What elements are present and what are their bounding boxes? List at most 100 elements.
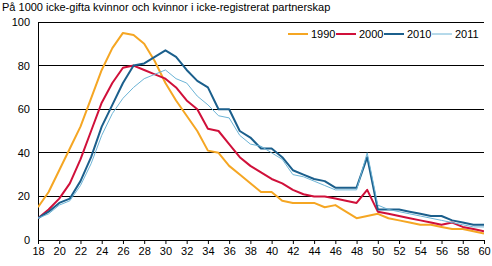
x-tick: 56 — [436, 240, 448, 257]
grid — [38, 22, 484, 240]
series-line — [38, 33, 484, 234]
grid-line — [38, 152, 484, 153]
chart: 18 20 22 24 26 28 30 32 34 36 38 40 42 44 46 48 50 52 54 56… — [0, 0, 492, 266]
legend-label: 2011 — [455, 28, 479, 40]
x-tick-label: 24 — [96, 245, 108, 257]
x-tick-mark — [357, 240, 358, 244]
x-tick-mark — [208, 240, 209, 244]
series-line — [38, 70, 484, 227]
legend-item: 1990 — [288, 28, 335, 40]
legend-item: 2010 — [384, 28, 431, 40]
y-tick: 20 — [18, 190, 38, 202]
x-tick-mark — [229, 240, 230, 244]
x-tick: 42 — [287, 240, 299, 257]
x-tick: 36 — [224, 240, 236, 257]
x-tick-label: 38 — [245, 245, 257, 257]
x-tick-mark — [187, 240, 188, 244]
x-tick: 24 — [96, 240, 108, 257]
legend-swatch — [432, 34, 452, 35]
x-tick-mark — [144, 240, 145, 244]
x-tick-mark — [484, 240, 485, 244]
x-tick-mark — [272, 240, 273, 244]
x-tick-label: 30 — [160, 245, 172, 257]
x-tick-label: 36 — [224, 245, 236, 257]
x-tick-mark — [80, 240, 81, 244]
x-tick-mark — [399, 240, 400, 244]
y-tick-label: 20 — [18, 190, 30, 202]
y-tick: 60 — [18, 103, 38, 115]
legend-item: 2011 — [432, 28, 479, 40]
title: På 1000 icke-gifta kvinnor och kvinnor i… — [2, 1, 330, 13]
x-tick: 40 — [266, 240, 278, 257]
x-tick-label: 48 — [351, 245, 363, 257]
x-tick: 38 — [245, 240, 257, 257]
x-tick-label: 46 — [330, 245, 342, 257]
y-tick-label: 0 — [24, 234, 30, 246]
y-tick: 80 — [18, 60, 38, 72]
legend-swatch — [384, 33, 404, 35]
y-tick: 40 — [18, 147, 38, 159]
x-tick: 32 — [181, 240, 193, 257]
grid-line — [38, 196, 484, 197]
x-tick-label: 22 — [75, 245, 87, 257]
grid-line — [38, 109, 484, 110]
x-tick-mark — [102, 240, 103, 244]
y-tick: 100 — [12, 16, 38, 28]
legend-label: 1990 — [311, 28, 335, 40]
x-tick-mark — [38, 240, 39, 244]
x-tick-label: 60 — [478, 245, 490, 257]
y-tick-label: 100 — [12, 16, 30, 28]
x-tick: 22 — [75, 240, 87, 257]
lines — [38, 33, 484, 234]
x-tick-label: 56 — [436, 245, 448, 257]
x-axis: 18 20 22 24 26 28 30 32 34 36 38 40 42 44 46 48 50 52 54 56… — [32, 240, 490, 257]
x-tick-label: 26 — [117, 245, 129, 257]
x-tick-label: 28 — [139, 245, 151, 257]
x-tick-mark — [335, 240, 336, 244]
x-tick: 18 — [32, 240, 44, 257]
legend: 1990 2000 2010 2011 — [288, 28, 479, 40]
y-tick-label: 60 — [18, 103, 30, 115]
y-tick: 0 — [24, 234, 38, 246]
x-tick: 46 — [330, 240, 342, 257]
x-tick: 60 — [478, 240, 490, 257]
x-tick: 44 — [308, 240, 320, 257]
x-tick: 30 — [160, 240, 172, 257]
x-tick: 54 — [415, 240, 427, 257]
x-tick-label: 18 — [32, 245, 44, 257]
x-axis-line — [39, 241, 485, 245]
x-tick-mark — [293, 240, 294, 244]
legend-label: 2010 — [407, 28, 431, 40]
x-tick-mark — [123, 240, 124, 244]
x-tick-mark — [250, 240, 251, 244]
legend-label: 2000 — [359, 28, 383, 40]
x-tick-mark — [442, 240, 443, 244]
x-tick: 50 — [372, 240, 384, 257]
x-tick-mark — [165, 240, 166, 244]
grid-line — [38, 22, 484, 23]
x-tick-mark — [314, 240, 315, 244]
x-tick-label: 58 — [457, 245, 469, 257]
series-line — [38, 50, 484, 224]
x-tick-label: 34 — [202, 245, 214, 257]
x-tick: 48 — [351, 240, 363, 257]
x-tick: 52 — [393, 240, 405, 257]
x-tick-label: 54 — [415, 245, 427, 257]
x-tick-label: 52 — [393, 245, 405, 257]
x-tick-label: 50 — [372, 245, 384, 257]
legend-swatch — [336, 33, 356, 35]
y-axis: 0 20 40 60 80 100 — [12, 16, 39, 246]
plot: 18 20 22 24 26 28 30 32 34 36 38 40 42 44 46 48 50 52 54 56… — [12, 16, 491, 257]
x-tick: 58 — [457, 240, 469, 257]
x-tick-mark — [463, 240, 464, 244]
legend-item: 2000 — [336, 28, 383, 40]
x-tick: 34 — [202, 240, 214, 257]
legend-swatch — [288, 33, 308, 35]
x-tick: 20 — [54, 240, 66, 257]
x-tick-mark — [59, 240, 60, 244]
y-tick-label: 40 — [18, 147, 30, 159]
y-tick-label: 80 — [18, 60, 30, 72]
x-tick-label: 44 — [308, 245, 320, 257]
x-tick-mark — [378, 240, 379, 244]
x-tick: 26 — [117, 240, 129, 257]
